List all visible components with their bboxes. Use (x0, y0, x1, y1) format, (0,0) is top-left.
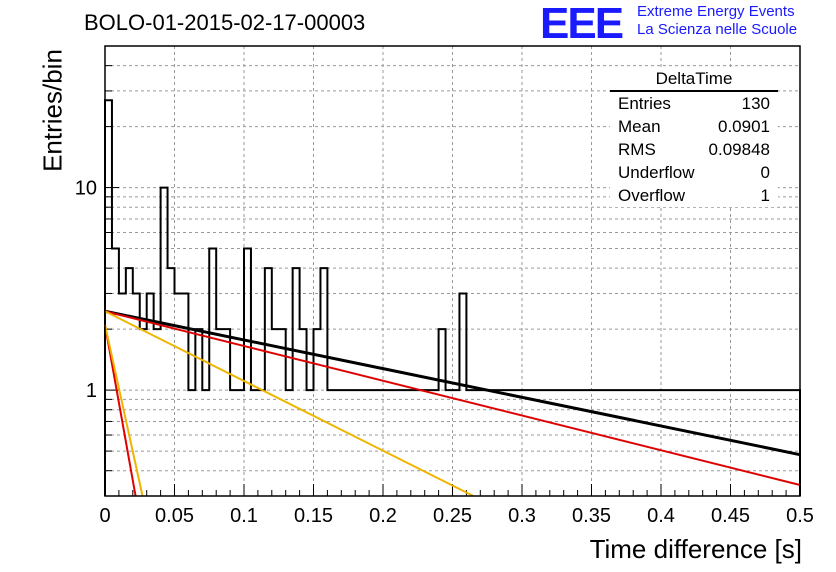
eee-logo: EEE (540, 0, 624, 48)
stats-row: Mean 0.0901 (610, 115, 778, 138)
stats-value: 130 (741, 94, 770, 113)
logo-line-2: La Scienza nelle Scuole (637, 21, 798, 38)
stats-value: 1 (760, 186, 770, 205)
x-tick-label: 0.15 (294, 505, 333, 527)
stats-value: 0.09848 (708, 140, 770, 159)
fit-line (104, 309, 801, 457)
x-tick-label: 0.1 (230, 505, 258, 527)
x-tick-label: 0.35 (572, 505, 611, 527)
stats-label: Overflow (618, 186, 686, 205)
stats-label: Mean (618, 117, 661, 136)
plot-frame (104, 45, 801, 497)
x-tick-label: 0.3 (508, 505, 536, 527)
stats-box: DeltaTime Entries 130 Mean 0.0901 RMS 0.098… (610, 68, 778, 207)
y-axis-label: Entries/bin (37, 49, 68, 172)
fit-line (104, 324, 137, 497)
x-axis-label: Time difference [s] (589, 534, 802, 564)
x-tick-label: 0.25 (433, 505, 472, 527)
stats-row: Overflow 1 (610, 184, 778, 207)
x-tick-label: 0.45 (711, 505, 750, 527)
stats-row: Entries 130 (610, 92, 778, 115)
y-tick-label: 1 (86, 380, 97, 402)
x-tick-label: 0.05 (155, 505, 194, 527)
stats-label: RMS (618, 140, 656, 159)
stats-title: DeltaTime (610, 68, 778, 92)
fit-line (104, 310, 474, 497)
stats-row: Underflow 0 (610, 161, 778, 184)
x-tick-label: 0.2 (369, 505, 397, 527)
logo-caption: Extreme Energy Events La Scienza nelle S… (637, 3, 797, 39)
fit-line (104, 310, 801, 486)
stats-label: Entries (618, 94, 671, 113)
logo-line-1: Extreme Energy Events (637, 3, 795, 20)
fit-line (104, 324, 144, 497)
histogram-bars (104, 99, 801, 496)
y-tick-label: 10 (75, 178, 97, 200)
x-tick-label: 0 (99, 505, 110, 527)
x-tick-label: 0.4 (647, 505, 675, 527)
stats-row: RMS 0.09848 (610, 138, 778, 161)
stats-label: Underflow (618, 163, 695, 182)
chart-title: BOLO-01-2015-02-17-00003 (84, 10, 366, 35)
x-tick-label: 0.5 (786, 505, 814, 527)
stats-value: 0.0901 (718, 117, 770, 136)
stats-value: 0 (760, 163, 770, 182)
